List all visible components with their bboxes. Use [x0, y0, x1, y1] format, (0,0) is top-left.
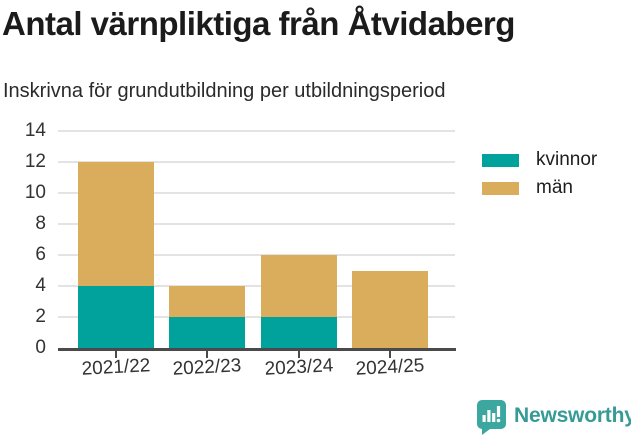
x-tick-mark-2024/25 — [389, 351, 391, 358]
legend-swatch-kvinnor — [482, 153, 519, 167]
branding: Newsworthy — [476, 399, 631, 436]
bar-segment-män-2024/25 — [352, 270, 428, 348]
gridline-y-2 — [58, 316, 455, 318]
chart-legend: kvinnor män — [482, 148, 597, 204]
y-tick-label-10: 10 — [24, 182, 46, 203]
y-tick-label-12: 12 — [24, 151, 46, 172]
gridline-y-14 — [58, 130, 455, 132]
bar-2024/25 — [352, 270, 428, 348]
gridline-y-4 — [58, 285, 455, 287]
x-tick-mark-2021/22 — [114, 351, 117, 358]
x-tick-label-2024/25: 2024/25 — [355, 355, 425, 380]
gridline-y-12 — [58, 161, 455, 163]
bar-2022/23 — [169, 286, 245, 348]
bar-2021/22 — [77, 162, 154, 348]
bar-segment-män-2022/23 — [169, 286, 245, 317]
x-tick-mark-2022/23 — [206, 351, 208, 358]
gridline-y-10 — [58, 192, 455, 194]
chart-subtitle: Inskrivna för grundutbildning per utbild… — [3, 80, 446, 102]
gridline-y-8 — [58, 223, 455, 225]
chart-title: Antal värnpliktiga från Åtvidaberg — [2, 5, 515, 42]
bar-2023/24 — [260, 255, 337, 348]
bar-segment-kvinnor-2021/22 — [77, 286, 154, 348]
legend-label-kvinnor: kvinnor — [536, 149, 598, 170]
legend-label-män: män — [536, 177, 573, 198]
y-tick-label-14: 14 — [24, 120, 46, 141]
legend-item-män: män — [482, 176, 597, 200]
y-tick-label-8: 8 — [35, 213, 46, 234]
bar-segment-kvinnor-2023/24 — [260, 317, 337, 348]
gridline-y-6 — [58, 254, 455, 256]
plot-area — [58, 130, 455, 348]
y-tick-label-6: 6 — [35, 244, 46, 265]
y-tick-label-4: 4 — [35, 275, 46, 296]
bar-segment-män-2023/24 — [260, 255, 337, 317]
newsworthy-logo-icon — [477, 400, 506, 435]
x-tick-mark-2023/24 — [297, 351, 300, 358]
newsworthy-logo-text: Newsworthy — [514, 403, 631, 427]
bar-segment-kvinnor-2022/23 — [169, 317, 245, 348]
y-tick-label-2: 2 — [35, 306, 46, 327]
x-axis-line — [58, 348, 456, 351]
y-tick-label-0: 0 — [35, 337, 46, 358]
bar-segment-män-2021/22 — [77, 162, 154, 286]
legend-swatch-män — [482, 181, 519, 195]
legend-item-kvinnor: kvinnor — [482, 148, 597, 172]
